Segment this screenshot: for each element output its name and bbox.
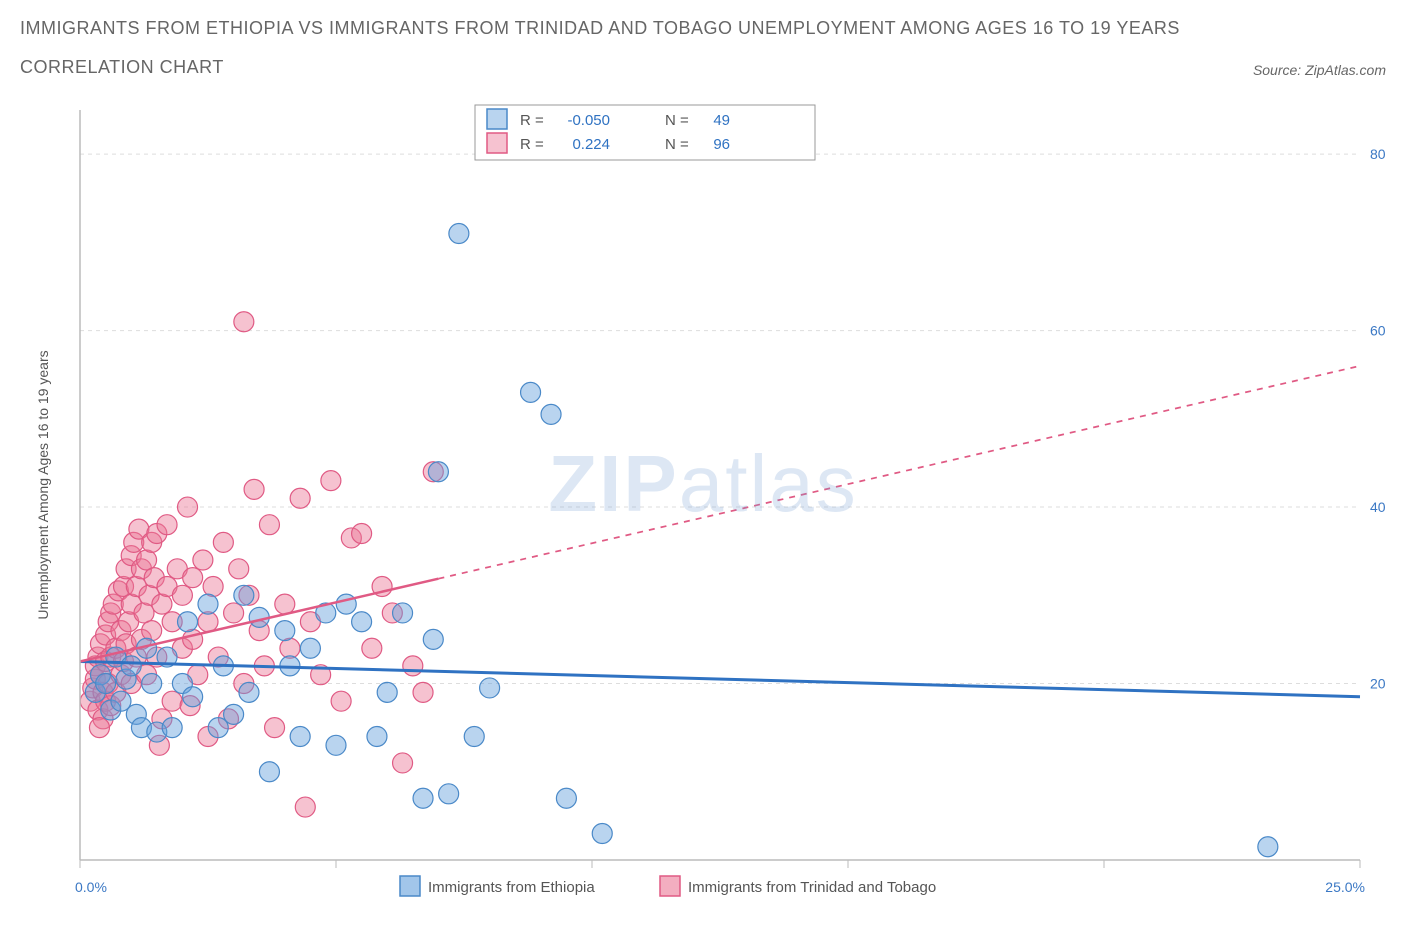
scatter-point xyxy=(290,488,310,508)
scatter-point xyxy=(280,638,300,658)
scatter-point xyxy=(152,594,172,614)
scatter-chart: 20.0% 40.0% 60.0% 80.0% 0.0% 25.0% Unemploymen… xyxy=(20,100,1386,900)
scatter-point xyxy=(239,682,259,702)
legend-swatch xyxy=(487,133,507,153)
legend-series-label: Immigrants from Ethiopia xyxy=(428,879,595,896)
scatter-point xyxy=(162,691,182,711)
scatter-point xyxy=(393,603,413,623)
scatter-point xyxy=(183,568,203,588)
scatter-point xyxy=(244,479,264,499)
scatter-point xyxy=(423,629,443,649)
scatter-point xyxy=(183,629,203,649)
scatter-point xyxy=(300,638,320,658)
x-tick-label: 0.0% xyxy=(75,879,107,895)
scatter-point xyxy=(352,612,372,632)
scatter-point xyxy=(592,824,612,844)
scatter-point xyxy=(393,753,413,773)
scatter-point xyxy=(367,726,387,746)
scatter-point xyxy=(234,585,254,605)
scatter-point xyxy=(449,224,469,244)
y-axis-label: Unemployment Among Ages 16 to 19 years xyxy=(35,350,51,619)
legend-swatch xyxy=(487,109,507,129)
scatter-point xyxy=(331,691,351,711)
scatter-point xyxy=(275,594,295,614)
chart-header: IMMIGRANTS FROM ETHIOPIA VS IMMIGRANTS F… xyxy=(0,0,1406,86)
scatter-point xyxy=(121,656,141,676)
scatter-point xyxy=(172,585,192,605)
legend-n-label: N = xyxy=(665,112,689,129)
scatter-point xyxy=(321,471,341,491)
y-tick-label: 60.0% xyxy=(1370,323,1386,339)
scatter-point xyxy=(193,550,213,570)
scatter-point xyxy=(362,638,382,658)
scatter-point xyxy=(275,621,295,641)
legend-series-label: Immigrants from Trinidad and Tobago xyxy=(688,879,936,896)
scatter-point xyxy=(521,382,541,402)
chart-title: IMMIGRANTS FROM ETHIOPIA VS IMMIGRANTS F… xyxy=(20,18,1386,39)
scatter-point xyxy=(234,312,254,332)
legend-r-label: R = xyxy=(520,136,544,153)
scatter-point xyxy=(198,612,218,632)
scatter-point xyxy=(1258,837,1278,857)
scatter-point xyxy=(464,726,484,746)
x-tick-label: 25.0% xyxy=(1325,879,1365,895)
scatter-point xyxy=(265,718,285,738)
scatter-point xyxy=(229,559,249,579)
scatter-point xyxy=(198,594,218,614)
source-label: Source: ZipAtlas.com xyxy=(1253,62,1386,78)
legend-r-label: R = xyxy=(520,112,544,129)
scatter-point xyxy=(224,603,244,623)
scatter-point xyxy=(413,682,433,702)
scatter-point xyxy=(157,515,177,535)
scatter-point xyxy=(178,497,198,517)
scatter-point xyxy=(96,674,116,694)
scatter-point xyxy=(162,718,182,738)
scatter-point xyxy=(480,678,500,698)
scatter-point xyxy=(183,687,203,707)
scatter-point xyxy=(352,524,372,544)
scatter-point xyxy=(259,762,279,782)
scatter-point xyxy=(439,784,459,804)
scatter-point xyxy=(326,735,346,755)
legend-r-value: 0.224 xyxy=(572,136,610,153)
chart-area: 20.0% 40.0% 60.0% 80.0% 0.0% 25.0% Unemploymen… xyxy=(20,100,1386,900)
scatter-point xyxy=(377,682,397,702)
trend-line xyxy=(80,661,1360,696)
scatter-point xyxy=(134,603,154,623)
y-tick-label: 40.0% xyxy=(1370,499,1386,515)
legend-n-value: 49 xyxy=(713,112,730,129)
chart-subtitle: CORRELATION CHART xyxy=(20,57,224,78)
legend-swatch xyxy=(400,876,420,896)
scatter-point xyxy=(413,788,433,808)
scatter-point xyxy=(142,621,162,641)
legend-n-value: 96 xyxy=(713,136,730,153)
scatter-point xyxy=(137,550,157,570)
scatter-point xyxy=(403,656,423,676)
y-tick-label: 80.0% xyxy=(1370,146,1386,162)
legend-r-value: -0.050 xyxy=(567,112,610,129)
legend-swatch xyxy=(660,876,680,896)
scatter-point xyxy=(556,788,576,808)
scatter-point xyxy=(259,515,279,535)
scatter-point xyxy=(290,726,310,746)
scatter-point xyxy=(213,532,233,552)
trend-line-dashed xyxy=(438,366,1360,579)
scatter-point xyxy=(428,462,448,482)
scatter-point xyxy=(541,404,561,424)
legend-n-label: N = xyxy=(665,136,689,153)
scatter-point xyxy=(89,718,109,738)
scatter-point xyxy=(178,612,198,632)
scatter-point xyxy=(203,576,223,596)
y-tick-label: 20.0% xyxy=(1370,676,1386,692)
scatter-point xyxy=(295,797,315,817)
scatter-point xyxy=(224,704,244,724)
scatter-point xyxy=(142,674,162,694)
